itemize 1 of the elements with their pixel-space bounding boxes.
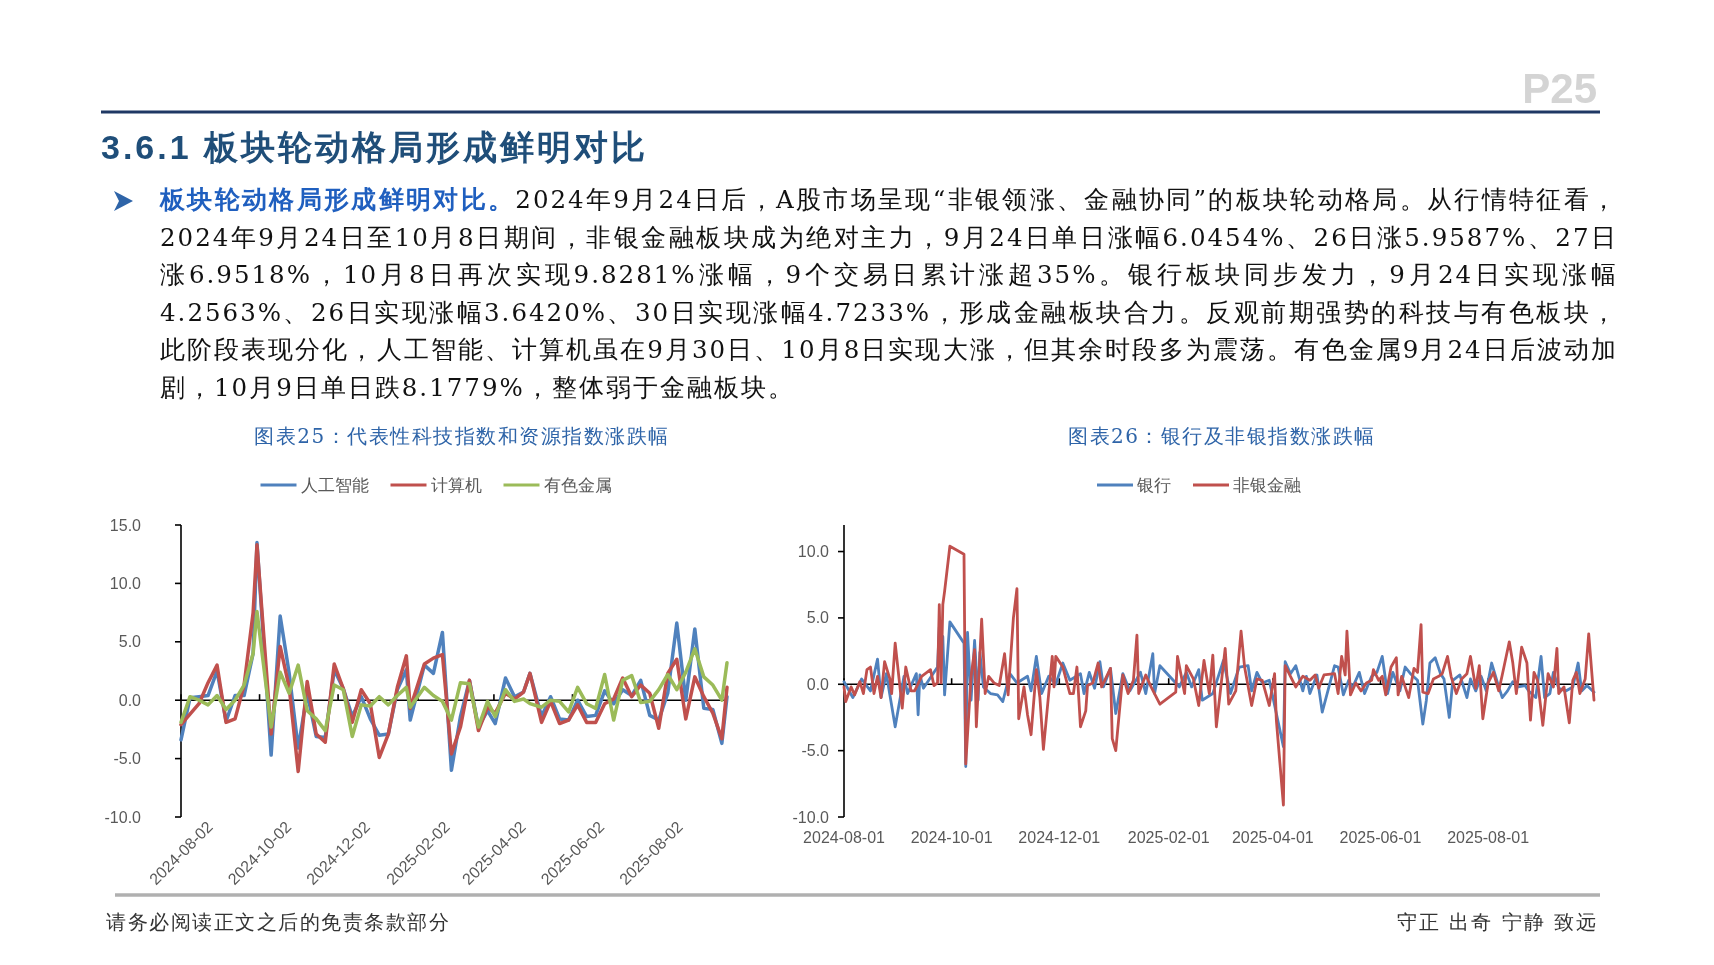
paragraph: 板块轮动格局形成鲜明对比。2024年9月24日后，A股市场呈现“非银领涨、金融协同”的板块轮动格局。从行情特征看，2024年9月24日至10月8日期间，非银金融板块成为绝对主力，9月24日单日涨幅6.0454%、26日涨5.9587%、27日涨6.9518%，10月8日再次实现9.8281%涨幅，9个交易日累计涨超35%。银行板块同步发力，9月24日实现涨幅4.2563%、26日实现涨幅3.6420%、30日实现涨幅4.7233%，形成金融板块合力。反观前期强势的科技与有色板块，此阶段表现分化，人工智能、计算机虽在9月30日、10月8日实现大涨，但其余时段多为震荡。有色金属9月24日后波动加剧，10月9日单日跌8.1779%，整体弱于金融板块。 bbox=[160, 184, 1618, 404]
